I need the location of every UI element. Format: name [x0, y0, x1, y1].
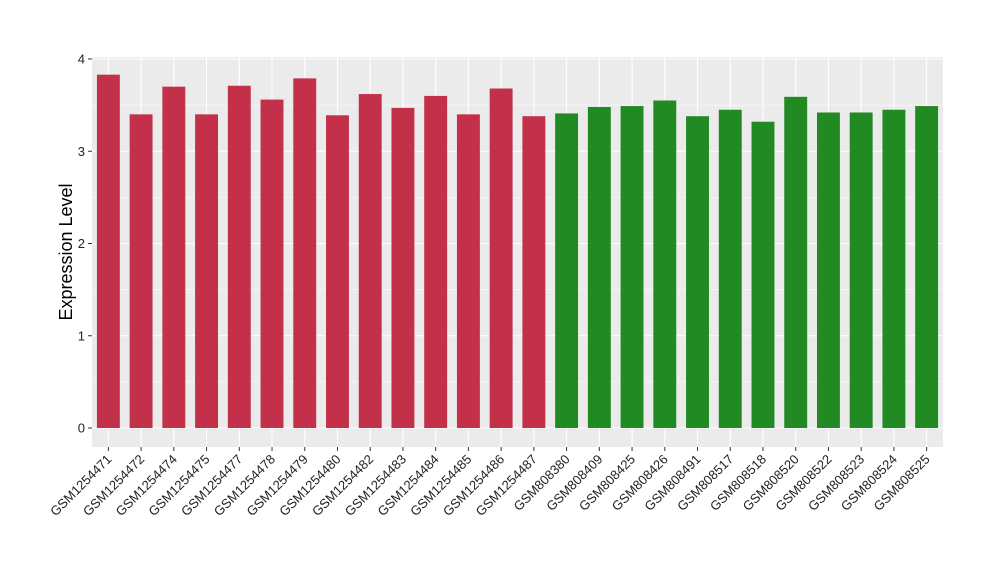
bar-GSM1254474 [162, 86, 186, 429]
bar-GSM808518 [751, 121, 775, 428]
x-axis: GSM1254471GSM1254472GSM1254474GSM1254475… [47, 447, 933, 519]
bar-GSM808523 [849, 112, 873, 428]
bar-GSM808426 [653, 100, 677, 428]
bar-GSM1254484 [424, 95, 448, 429]
bar-GSM808524 [882, 109, 906, 429]
y-tick-label: 4 [78, 52, 85, 67]
bar-GSM1254472 [129, 114, 153, 428]
bars [96, 74, 939, 429]
bar-GSM1254478 [260, 99, 284, 428]
bar-GSM808425 [620, 106, 644, 429]
y-tick-label: 2 [78, 236, 85, 251]
bar-GSM808525 [915, 106, 939, 429]
bar-GSM1254487 [522, 116, 546, 428]
bar-GSM808409 [587, 106, 611, 428]
y-axis: 0 1 2 3 4 [78, 52, 92, 436]
bar-GSM1254477 [227, 85, 251, 428]
y-tick-label: 0 [78, 421, 85, 436]
bar-GSM808517 [718, 109, 742, 429]
bar-GSM1254482 [358, 94, 382, 429]
bar-GSM1254483 [391, 107, 415, 428]
bar-GSM1254471 [96, 74, 120, 429]
bar-GSM808491 [686, 116, 709, 428]
y-tick-label: 3 [78, 144, 85, 159]
bar-GSM808522 [816, 112, 840, 428]
bar-GSM1254480 [326, 115, 349, 429]
bar-GSM1254485 [456, 114, 480, 428]
plot-panel [92, 57, 943, 447]
y-tick-label: 1 [78, 328, 85, 343]
y-axis-title: Expression Level [56, 183, 76, 320]
bar-GSM1254479 [293, 78, 317, 428]
bar-GSM1254475 [195, 114, 219, 428]
bar-GSM808520 [784, 96, 808, 428]
bar-GSM1254486 [489, 88, 513, 429]
bar-GSM808380 [555, 113, 579, 429]
